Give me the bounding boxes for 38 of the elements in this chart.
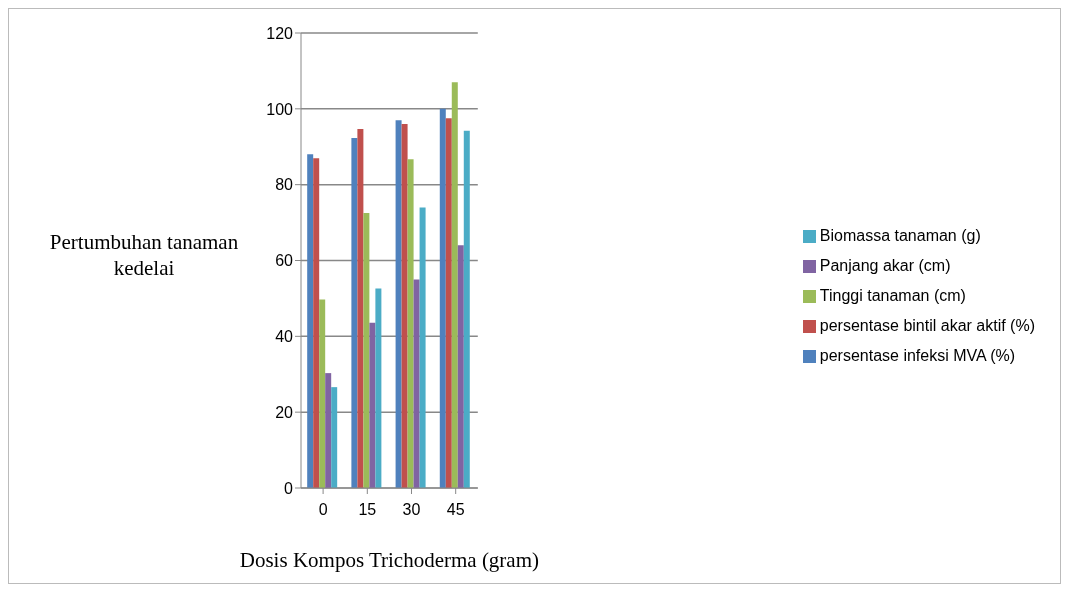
bar	[463, 130, 470, 488]
bar	[445, 118, 452, 488]
y-tick-label: 60	[275, 252, 294, 270]
bar	[395, 120, 402, 488]
y-tick-label: 80	[275, 176, 294, 194]
bar	[319, 299, 326, 488]
bar	[331, 387, 338, 488]
legend-label: persentase bintil akar aktif (%)	[819, 317, 1035, 334]
bar	[351, 138, 358, 488]
legend-label: persentase infeksi MVA (%)	[819, 347, 1016, 364]
bar	[451, 82, 458, 488]
y-tick-label: 120	[266, 24, 294, 42]
x-tick-label: 30	[402, 501, 421, 519]
y-tick-label: 40	[275, 328, 294, 346]
bar	[363, 213, 370, 488]
y-tick-label: 100	[266, 100, 294, 118]
bar	[419, 207, 426, 488]
bar	[413, 279, 420, 488]
y-tick-label: 20	[275, 403, 294, 421]
legend-label: Panjang akar (cm)	[819, 257, 951, 274]
bar	[369, 322, 376, 488]
x-tick-label: 45	[446, 501, 465, 519]
bar	[307, 154, 314, 488]
x-axis-title: Dosis Kompos Trichoderma (gram)	[239, 547, 540, 572]
bar	[325, 373, 332, 488]
bar	[401, 124, 408, 488]
y-tick-label: 0	[284, 479, 294, 497]
y-axis-title: Pertumbuhan tanaman kedelai	[49, 229, 239, 281]
bar	[457, 245, 464, 488]
x-tick-label: 15	[358, 501, 377, 519]
legend-label: Tinggi tanaman (cm)	[819, 287, 966, 304]
x-tick-label: 0	[318, 501, 328, 519]
legend-label: Biomassa tanaman (g)	[819, 227, 981, 244]
bar	[439, 108, 446, 488]
bar	[407, 159, 414, 488]
bar	[375, 288, 382, 488]
bar	[357, 128, 364, 488]
bar	[313, 158, 320, 488]
